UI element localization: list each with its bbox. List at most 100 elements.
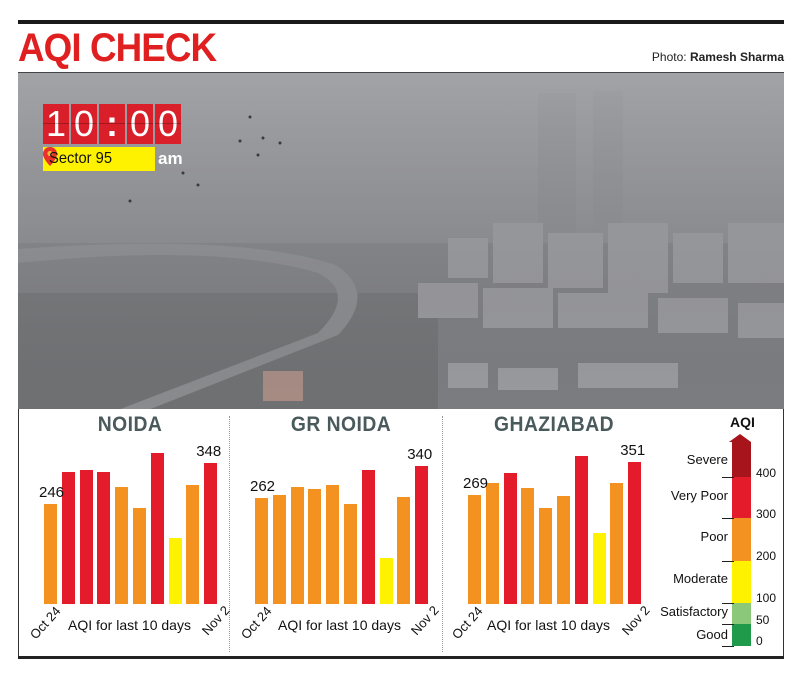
chart-panel-gr-noida: GR NOIDA 262 340 AQI for last 10 days Oc… (237, 409, 442, 656)
legend-tick (722, 624, 734, 625)
first-value-label: 269 (463, 475, 489, 493)
legend-tick-label: 400 (756, 466, 777, 480)
x-axis-caption: AQI for last 10 days (68, 617, 191, 633)
legend-tick-label: 200 (756, 549, 777, 563)
bar (44, 504, 57, 604)
chart-title: GHAZIABAD (493, 413, 615, 436)
legend-tick (722, 561, 734, 562)
ampm-label: am (158, 149, 183, 168)
city-skyline-illustration (18, 73, 784, 409)
legend-label-satisfactory: Satisfactory (660, 604, 728, 619)
legend-band-moderate (732, 561, 751, 603)
bar (150, 453, 164, 604)
time-display: 1 0 : 0 0 (43, 104, 181, 144)
x-axis-caption: AQI for last 10 days (487, 617, 610, 633)
last-value-label: 351 (620, 441, 646, 459)
location-tag: Sector 95 (43, 147, 155, 171)
x-axis-caption: AQI for last 10 days (278, 617, 401, 633)
bar (628, 461, 642, 604)
last-value-label: 348 (196, 443, 222, 461)
end-date-label: Nov 2 (198, 602, 233, 638)
legend-label-very-poor: Very Poor (670, 488, 728, 503)
legend-band-satisfactory (732, 603, 751, 624)
bar (204, 463, 218, 604)
bar (557, 495, 570, 604)
legend-tick (722, 518, 734, 519)
legend-tick (722, 646, 734, 647)
clock-digit: 0 (71, 104, 97, 144)
bar (610, 482, 624, 604)
bar (574, 456, 588, 604)
legend-tick-label: 100 (756, 591, 777, 605)
bar (326, 484, 340, 604)
end-date-label: Nov 2 (618, 602, 653, 638)
smog-photo: 1 0 : 0 0 Sector 95 am (18, 72, 784, 409)
first-value-label: 262 (250, 477, 276, 495)
first-value-label: 246 (39, 484, 65, 502)
bar (503, 473, 517, 604)
photo-credit: Photo: Ramesh Sharma (652, 50, 784, 64)
start-date-label: Oct 24 (448, 603, 486, 642)
bar (539, 508, 553, 604)
last-value-label: 340 (407, 446, 433, 464)
legend-tick-label: 50 (756, 613, 770, 627)
bar (79, 469, 93, 604)
bar (397, 496, 411, 604)
clock-digit: 1 (43, 104, 69, 144)
bar (308, 489, 322, 604)
legend-label-poor: Poor (700, 529, 728, 544)
chart-title: NOIDA (97, 413, 163, 436)
legend-band-severe (732, 442, 751, 477)
location-label: Sector 95 (49, 150, 113, 167)
panel-divider (229, 416, 230, 652)
top-rule (18, 20, 784, 24)
chart-panel-ghaziabad: GHAZIABAD 269 351 AQI for last 10 days O… (449, 409, 654, 656)
panel-divider (442, 416, 443, 652)
legend-label-severe: Severe (686, 452, 728, 467)
bar (133, 508, 146, 604)
legend-tick (722, 477, 734, 478)
bar (485, 482, 499, 604)
aqi-legend: AQI Severe Very Poor Poor Moderate Satis… (650, 412, 784, 652)
legend-tick-label: 0 (756, 634, 763, 648)
clock-colon: : (99, 104, 125, 144)
bar-area (30, 409, 230, 604)
start-date-label: Oct 24 (237, 603, 275, 642)
clock-digit: 0 (155, 104, 181, 144)
legend-band-good (732, 624, 751, 646)
bar (468, 495, 481, 604)
credit-name: Ramesh Sharma (689, 50, 784, 64)
bar (168, 538, 182, 604)
map-pin-icon (43, 147, 57, 166)
bar-area (241, 409, 441, 604)
bar (344, 504, 357, 604)
clock-digit: 0 (127, 104, 153, 144)
charts-frame (18, 409, 784, 658)
chart-panel-noida: NOIDA 246 348 AQI for last 10 days Oct 2… (26, 409, 233, 656)
bar (379, 557, 393, 604)
page-title: AQI CHECK (18, 26, 217, 70)
legend-band-very-poor (732, 477, 751, 518)
bar (61, 472, 75, 604)
bar (521, 488, 535, 604)
legend-band-poor (732, 518, 751, 561)
bar (415, 466, 429, 604)
legend-tick (722, 603, 734, 604)
legend-title: AQI (730, 414, 755, 430)
bar (115, 486, 129, 604)
legend-label-moderate: Moderate (673, 571, 728, 586)
legend-label-good: Good (696, 627, 728, 642)
bar (97, 471, 111, 604)
bar (272, 495, 286, 604)
chart-title: GR NOIDA (290, 413, 392, 436)
bottom-rule (18, 656, 784, 659)
bar (361, 470, 375, 604)
start-date-label: Oct 24 (26, 603, 64, 642)
bar (290, 487, 304, 604)
credit-prefix: Photo: (651, 50, 687, 64)
bar-area (454, 409, 654, 604)
legend-tick-label: 300 (756, 507, 777, 521)
bar (186, 485, 200, 604)
end-date-label: Nov 2 (407, 602, 442, 638)
arrow-up-icon (728, 434, 751, 442)
